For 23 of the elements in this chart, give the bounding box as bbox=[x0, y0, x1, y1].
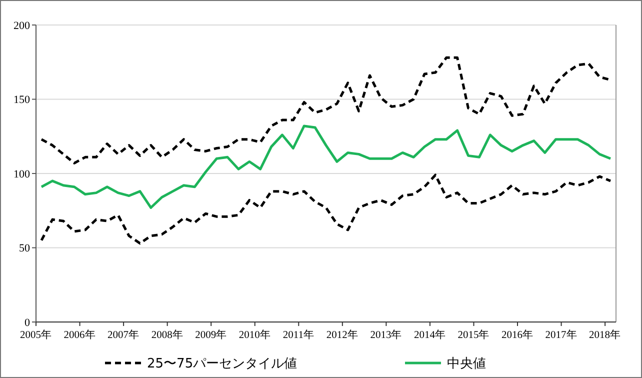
x-tick-label: 2010年 bbox=[238, 329, 271, 341]
x-tick-label: 2011年 bbox=[282, 329, 314, 341]
y-tick-label: 50 bbox=[19, 242, 30, 255]
y-tick-label: 200 bbox=[14, 20, 30, 32]
line-series bbox=[40, 124, 612, 209]
y-tick-label: 150 bbox=[14, 94, 30, 106]
x-tick-label: 2005年 bbox=[20, 329, 52, 341]
x-tick-label: 2013年 bbox=[370, 329, 402, 341]
x-tick-label: 2014年 bbox=[414, 329, 446, 341]
x-tick-label: 2015年 bbox=[458, 329, 490, 341]
y-tick-label: 0 bbox=[24, 316, 30, 329]
x-tick-label: 2008年 bbox=[151, 329, 184, 341]
x-tick-label: 2018年 bbox=[589, 329, 622, 341]
legend-label: 25〜75パーセンタイル値 bbox=[147, 356, 298, 372]
x-tick-label: 2017年 bbox=[545, 329, 578, 341]
line-series bbox=[40, 174, 612, 245]
x-tick-label: 2009年 bbox=[195, 329, 228, 341]
x-tick-label: 2016年 bbox=[502, 329, 534, 341]
x-tick-label: 2007年 bbox=[108, 329, 140, 341]
x-tick-label: 2012年 bbox=[326, 329, 358, 341]
legend-label: 中央値 bbox=[447, 356, 486, 372]
x-tick-label: 2006年 bbox=[64, 329, 96, 341]
y-tick-label: 100 bbox=[14, 168, 30, 180]
